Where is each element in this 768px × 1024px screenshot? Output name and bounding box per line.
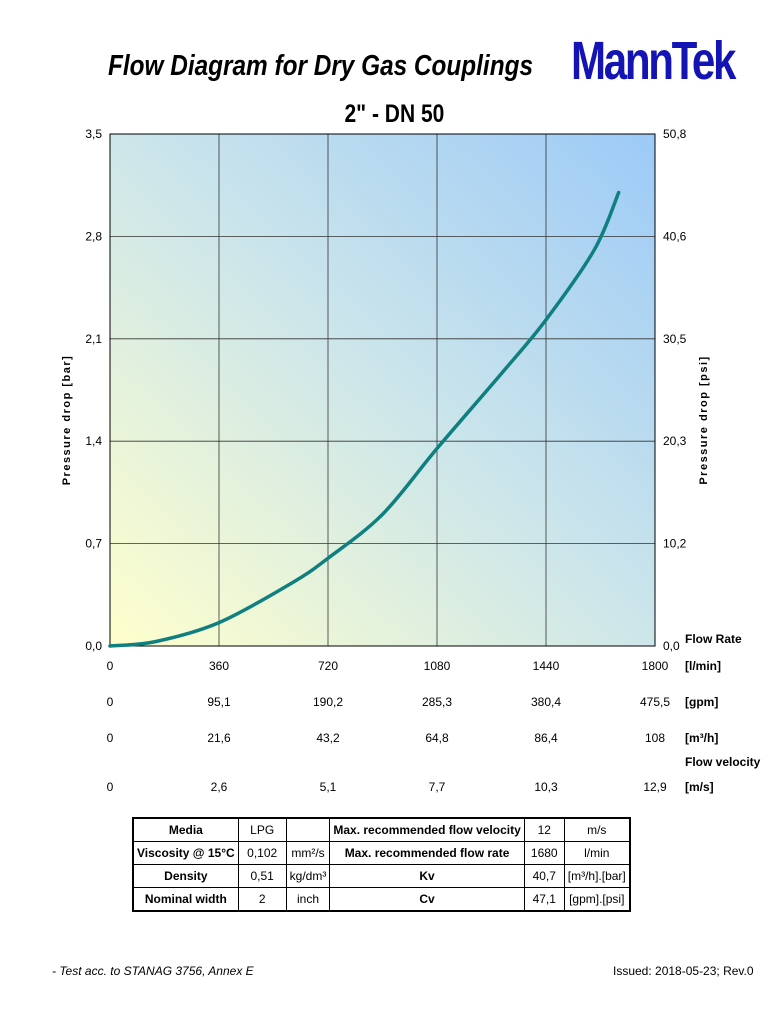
- specs-row: Density 0,51 kg/dm³ Kv 40,7 [m³/h].[bar]: [132, 864, 631, 888]
- x-tick-label: 0: [107, 780, 114, 794]
- specs-cell-v1: 0,102: [237, 841, 287, 865]
- x-tick-label: 12,9: [643, 780, 667, 794]
- y-tick-right: 50,8: [663, 127, 687, 141]
- x-tick-label: 720: [318, 659, 338, 673]
- x-tick-label: 64,8: [425, 731, 449, 745]
- x-tick-label: 43,2: [316, 731, 340, 745]
- specs-table: Media LPG Max. recommended flow velocity 12…: [132, 817, 631, 912]
- specs-cell-v1: 2: [237, 887, 287, 912]
- grid-lines: [110, 134, 655, 646]
- x-tick-label: 380,4: [531, 695, 561, 709]
- footer-note: - Test acc. to STANAG 3756, Annex E: [52, 964, 254, 978]
- x-tick-label: 360: [209, 659, 229, 673]
- x-tick-label: 0: [107, 731, 114, 745]
- x-tick-label: 10,3: [534, 780, 558, 794]
- y-axis-label-right: Pressure drop [psi]: [698, 355, 710, 484]
- x-tick-label: 108: [645, 731, 665, 745]
- footer-issued: Issued: 2018-05-23; Rev.0: [613, 964, 754, 978]
- page-subtitle: 2" - DN 50: [0, 100, 768, 129]
- specs-cell-l2: Max. recommended flow velocity: [329, 817, 525, 842]
- x-tick-label: 0: [107, 659, 114, 673]
- y-axis-label-left: Pressure drop [bar]: [61, 355, 73, 486]
- x-tick-label: 475,5: [640, 695, 670, 709]
- x-tick-label: 2,6: [211, 780, 228, 794]
- y-tick-right: 30,5: [663, 332, 687, 346]
- specs-cell-v1: LPG: [237, 817, 287, 842]
- x-tick-label: 95,1: [207, 695, 231, 709]
- y-tick-left: 3,5: [85, 127, 102, 141]
- x-tick-label: 0: [107, 695, 114, 709]
- flow-velocity-title: Flow velocity: [685, 755, 761, 769]
- x-tick-label: 190,2: [313, 695, 343, 709]
- x-axis-unit-label: [m³/h]: [685, 731, 718, 745]
- specs-row: Media LPG Max. recommended flow velocity 12…: [132, 817, 631, 842]
- specs-cell-v2: 40,7: [523, 864, 565, 888]
- x-tick-label: 1440: [533, 659, 560, 673]
- specs-cell-v2: 1680: [523, 841, 565, 865]
- plot-frame: [109, 133, 656, 647]
- specs-cell-l1: Media: [132, 817, 239, 842]
- specs-cell-l1: Density: [132, 864, 239, 888]
- specs-row: Viscosity @ 15°C 0,102 mm²/s Max. recommend…: [132, 841, 631, 865]
- x-tick-label: 21,6: [207, 731, 231, 745]
- specs-cell-u1: mm²/s: [285, 841, 331, 865]
- y-tick-right: 40,6: [663, 229, 687, 243]
- y-tick-left: 0,7: [85, 537, 102, 551]
- specs-cell-u2: l/min: [563, 841, 631, 865]
- y-tick-left: 1,4: [85, 434, 102, 448]
- page-title: Flow Diagram for Dry Gas Couplings: [108, 50, 534, 82]
- specs-cell-u2: [gpm].[psi]: [563, 887, 631, 912]
- specs-cell-l1: Nominal width: [132, 887, 239, 912]
- specs-cell-l1: Viscosity @ 15°C: [132, 841, 239, 865]
- series-line: [108, 190, 621, 648]
- specs-cell-u1: [285, 817, 331, 842]
- specs-cell-u1: inch: [285, 887, 331, 912]
- y-tick-left: 2,1: [85, 332, 102, 346]
- specs-cell-u2: [m³/h].[bar]: [563, 864, 631, 888]
- specs-cell-l2: Kv: [329, 864, 525, 888]
- flow-chart: 3,5 2,8 2,1 1,4 0,7 0,0 50,8 40,6 30,5 20,3 10,2 0,…: [61, 127, 761, 794]
- plot-area: [110, 134, 655, 646]
- subtitle-text: 2" - DN 50: [344, 100, 444, 128]
- x-tick-label: 285,3: [422, 695, 452, 709]
- x-tick-label: 5,1: [320, 780, 337, 794]
- x-tick-label: 1080: [424, 659, 451, 673]
- specs-cell-u2: m/s: [563, 817, 631, 842]
- x-axis-unit-label: [gpm]: [685, 695, 718, 709]
- x-axis-rows: 0 360 720 1080 1440 1800 [l/min]0 95,1 190,2 285,…: [107, 659, 721, 794]
- specs-cell-v2: 12: [523, 817, 565, 842]
- y-tick-right: 0,0: [663, 639, 680, 653]
- x-tick-label: 86,4: [534, 731, 558, 745]
- specs-row: Nominal width 2 inch Cv 47,1 [gpm].[psi]: [132, 887, 631, 912]
- y-tick-left: 0,0: [85, 639, 102, 653]
- specs-cell-v2: 47,1: [523, 887, 565, 912]
- specs-cell-l2: Cv: [329, 887, 525, 912]
- y-tick-right: 20,3: [663, 434, 687, 448]
- x-axis-unit-label: [m/s]: [685, 780, 714, 794]
- x-tick-label: 1800: [642, 659, 669, 673]
- x-axis-unit-label: [l/min]: [685, 659, 721, 673]
- y-tick-right: 10,2: [663, 537, 687, 551]
- specs-cell-u1: kg/dm³: [285, 864, 331, 888]
- x-tick-label: 7,7: [429, 780, 446, 794]
- y-tick-left: 2,8: [85, 229, 102, 243]
- tick-labels: 3,5 2,8 2,1 1,4 0,7 0,0 50,8 40,6 30,5 20,3 10,2 0,…: [85, 127, 686, 653]
- flow-rate-title: Flow Rate: [685, 632, 742, 646]
- manntek-logo: MannTek: [571, 31, 736, 91]
- specs-cell-l2: Max. recommended flow rate: [329, 841, 525, 865]
- specs-cell-v1: 0,51: [237, 864, 287, 888]
